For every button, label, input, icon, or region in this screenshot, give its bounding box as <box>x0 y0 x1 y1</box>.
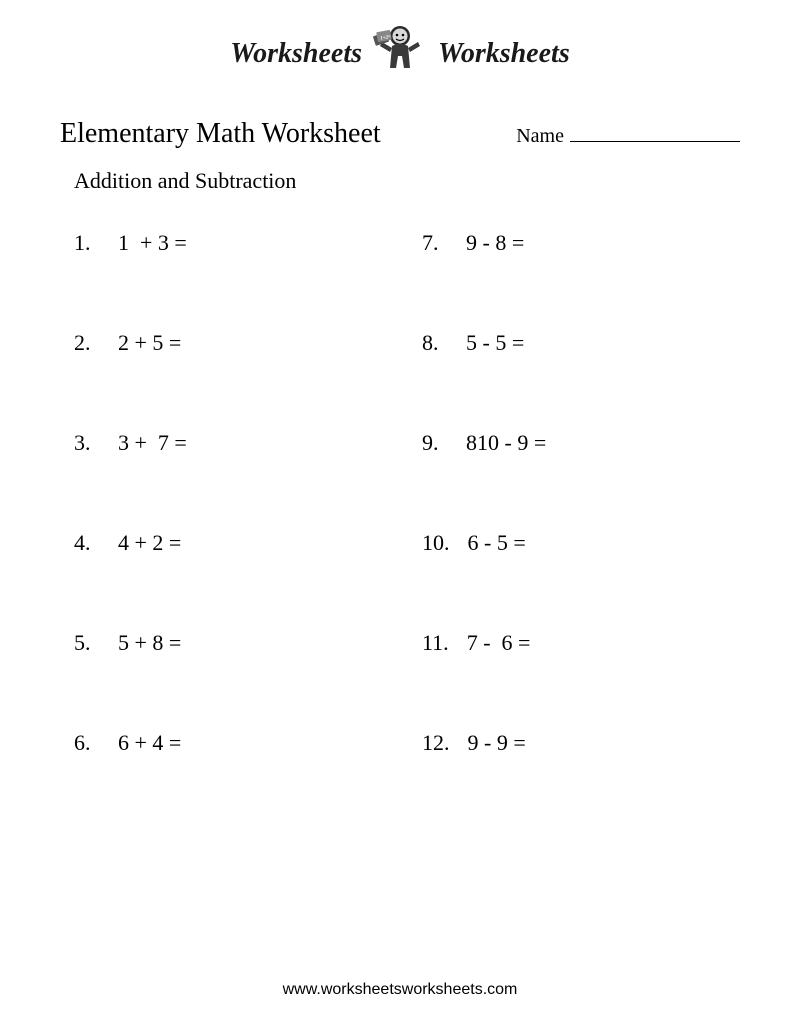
problem-item: 4. 4 + 2 = <box>74 530 392 630</box>
svg-text:1+2=: 1+2= <box>380 35 392 42</box>
logo-right-word: Worksheets <box>438 38 570 70</box>
problem-number: 3. <box>74 430 100 456</box>
problem-item: 11. 7 - 6 = <box>422 630 740 730</box>
problem-expression: 3 + 7 = <box>118 430 187 456</box>
problem-expression: 7 - 6 = <box>467 630 531 656</box>
problem-item: 9. 810 - 9 = <box>422 430 740 530</box>
logo-left-word: Worksheets <box>230 38 362 70</box>
problem-item: 7. 9 - 8 = <box>422 230 740 330</box>
problem-expression: 810 - 9 = <box>466 430 546 456</box>
problem-item: 6. 6 + 4 = <box>74 730 392 830</box>
problem-expression: 1 + 3 = <box>118 230 187 256</box>
worksheet-title: Elementary Math Worksheet <box>60 118 381 150</box>
problem-number: 11. <box>422 630 449 656</box>
problem-item: 1. 1 + 3 = <box>74 230 392 330</box>
footer-url: www.worksheetsworksheets.com <box>0 981 800 999</box>
problem-expression: 2 + 5 = <box>118 330 181 356</box>
problems-grid: 1. 1 + 3 = 7. 9 - 8 = 2. 2 + 5 = 8. 5 - … <box>74 230 740 830</box>
problem-expression: 9 - 8 = <box>466 230 524 256</box>
problem-number: 4. <box>74 530 100 556</box>
name-field: Name <box>516 125 740 148</box>
problem-item: 8. 5 - 5 = <box>422 330 740 430</box>
name-input-line[interactable] <box>570 141 740 142</box>
problem-number: 6. <box>74 730 100 756</box>
problem-item: 2. 2 + 5 = <box>74 330 392 430</box>
problem-item: 10. 6 - 5 = <box>422 530 740 630</box>
problem-number: 7. <box>422 230 448 256</box>
logo-kid-icon: 1+2= <box>370 20 430 88</box>
problem-expression: 5 + 8 = <box>118 630 181 656</box>
problem-number: 12. <box>422 730 450 756</box>
problem-expression: 4 + 2 = <box>118 530 181 556</box>
problem-number: 9. <box>422 430 448 456</box>
problem-number: 8. <box>422 330 448 356</box>
problem-item: 3. 3 + 7 = <box>74 430 392 530</box>
problem-number: 1. <box>74 230 100 256</box>
problem-item: 12. 9 - 9 = <box>422 730 740 830</box>
name-label: Name <box>516 125 564 148</box>
problem-expression: 9 - 9 = <box>468 730 526 756</box>
header-row: Elementary Math Worksheet Name <box>60 118 740 150</box>
worksheet-subtitle: Addition and Subtraction <box>74 168 740 194</box>
logo-text: Worksheets 1+2= Worksheets <box>230 20 569 88</box>
problem-expression: 6 + 4 = <box>118 730 181 756</box>
problem-expression: 6 - 5 = <box>468 530 526 556</box>
problem-expression: 5 - 5 = <box>466 330 524 356</box>
logo-area: Worksheets 1+2= Worksheets <box>60 20 740 88</box>
problem-number: 5. <box>74 630 100 656</box>
problem-number: 2. <box>74 330 100 356</box>
problem-item: 5. 5 + 8 = <box>74 630 392 730</box>
problem-number: 10. <box>422 530 450 556</box>
